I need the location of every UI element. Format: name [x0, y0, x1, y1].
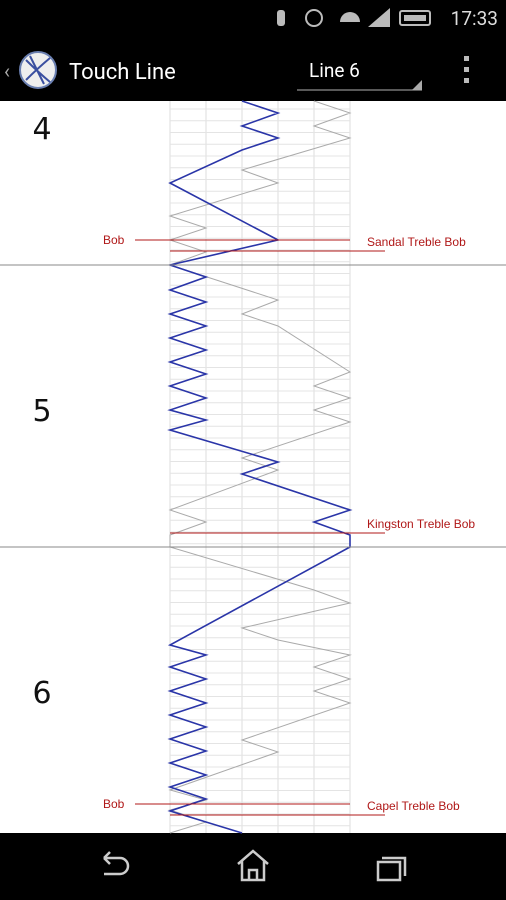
lead-number: 6 — [32, 676, 51, 711]
wifi-icon — [340, 12, 360, 22]
dot — [464, 67, 469, 72]
status-icons — [277, 8, 431, 27]
dot — [464, 56, 469, 61]
spinner-arrow — [412, 80, 422, 90]
back-button[interactable] — [103, 851, 130, 876]
app-title: Touch Line — [69, 60, 176, 85]
method-label: Kingston Treble Bob — [367, 517, 475, 531]
call-label: Bob — [103, 233, 125, 247]
battery-level — [404, 15, 426, 21]
dot — [464, 78, 469, 83]
signal-icon — [368, 8, 390, 27]
working-bell-line — [167, 100, 353, 834]
lead-number: 5 — [32, 394, 51, 429]
method-lines — [167, 100, 353, 834]
line-spinner[interactable]: Line 6 — [297, 59, 422, 91]
up-caret[interactable]: ‹ — [4, 59, 10, 83]
lead-number: 4 — [32, 112, 51, 147]
lead-labels: 4 Bob Sandal Treble Bob 5 Kingston Treble Bo… — [0, 112, 506, 816]
alarm-icon — [305, 9, 323, 27]
spinner-text[interactable]: Line 6 — [309, 59, 360, 82]
app-icon-mark — [25, 55, 51, 85]
treble-line — [168, 100, 352, 834]
call-label: Bob — [103, 797, 125, 811]
method-label: Capel Treble Bob — [367, 799, 460, 813]
bluetooth-icon — [277, 10, 285, 26]
home-button[interactable] — [237, 849, 269, 882]
method-label: Sandal Treble Bob — [367, 235, 466, 249]
recents-button[interactable] — [376, 856, 407, 882]
battery-icon — [399, 10, 431, 26]
content — [0, 101, 506, 833]
status-time: 17:33 — [451, 7, 498, 30]
overflow-menu[interactable] — [464, 56, 469, 83]
